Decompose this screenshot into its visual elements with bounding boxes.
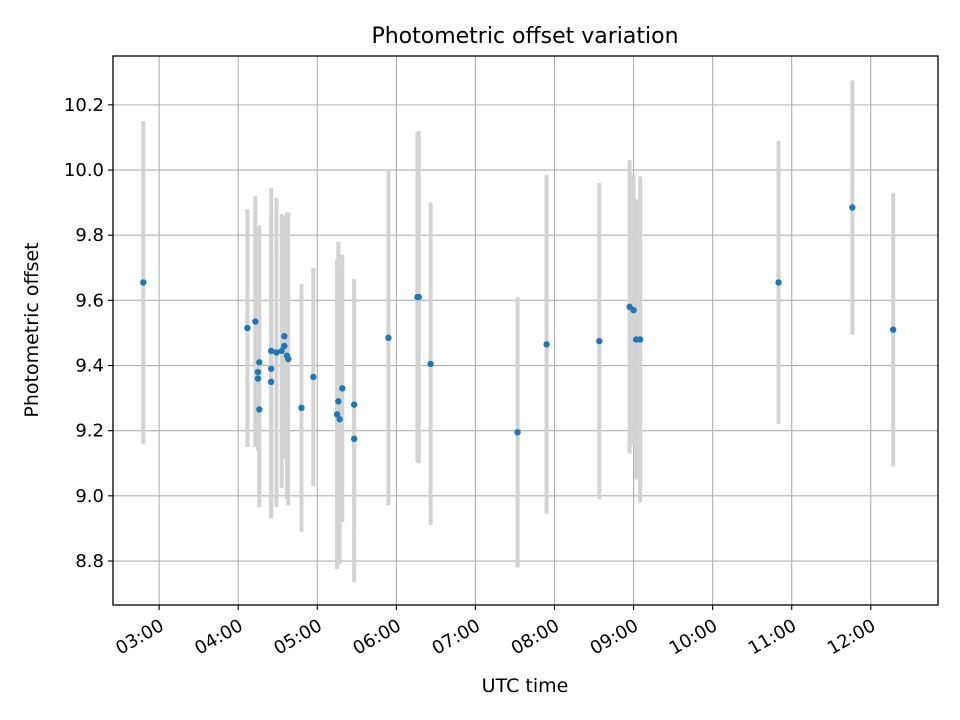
data-point: [636, 336, 644, 343]
y-tick-label: 9.2: [75, 421, 104, 442]
y-tick-label: 9.8: [75, 225, 104, 246]
data-point: [543, 341, 550, 348]
grid: [113, 56, 938, 605]
data-point: [256, 359, 263, 366]
y-tick-label: 9.4: [75, 356, 104, 377]
data-point: [339, 385, 346, 392]
data-point: [254, 375, 262, 382]
y-axis-label: Photometric offset: [21, 242, 43, 417]
data-point: [267, 347, 275, 355]
data-points: [140, 204, 897, 443]
y-tick-label: 9.0: [75, 486, 104, 507]
y-axis-ticks: 8.8 9.0 9.2 9.4 9.6 9.8 10.0 10.2: [64, 95, 113, 572]
data-point: [350, 435, 358, 443]
data-point: [298, 404, 305, 412]
data-point: [267, 378, 275, 386]
plot-frame: [112, 55, 939, 606]
data-point: [252, 318, 259, 325]
y-tick-label: 8.8: [75, 551, 104, 572]
data-point: [630, 306, 637, 314]
data-point: [285, 355, 292, 363]
data-point: [273, 349, 280, 356]
data-point: [244, 324, 251, 332]
data-point: [278, 347, 285, 355]
data-point: [427, 360, 434, 368]
y-tick-label: 10.2: [64, 95, 104, 116]
data-point: [281, 333, 288, 340]
data-point: [415, 293, 422, 301]
y-tick-label: 10.0: [64, 160, 104, 181]
data-point: [889, 326, 897, 333]
data-point: [514, 429, 521, 436]
data-point: [267, 365, 275, 372]
data-point: [335, 398, 342, 405]
chart-title: Photometric offset variation: [371, 24, 678, 49]
data-point: [385, 334, 392, 342]
data-point: [596, 337, 603, 345]
data-point: [849, 204, 856, 211]
x-axis-label: UTC time: [482, 675, 569, 697]
data-point: [350, 401, 358, 408]
data-point: [281, 342, 288, 350]
data-point: [310, 373, 317, 381]
data-point: [254, 368, 262, 376]
data-point: [256, 406, 263, 413]
data-point: [336, 416, 343, 423]
data-point: [775, 279, 782, 286]
data-point: [333, 411, 341, 418]
data-point: [140, 279, 147, 286]
y-tick-label: 9.6: [75, 290, 104, 311]
